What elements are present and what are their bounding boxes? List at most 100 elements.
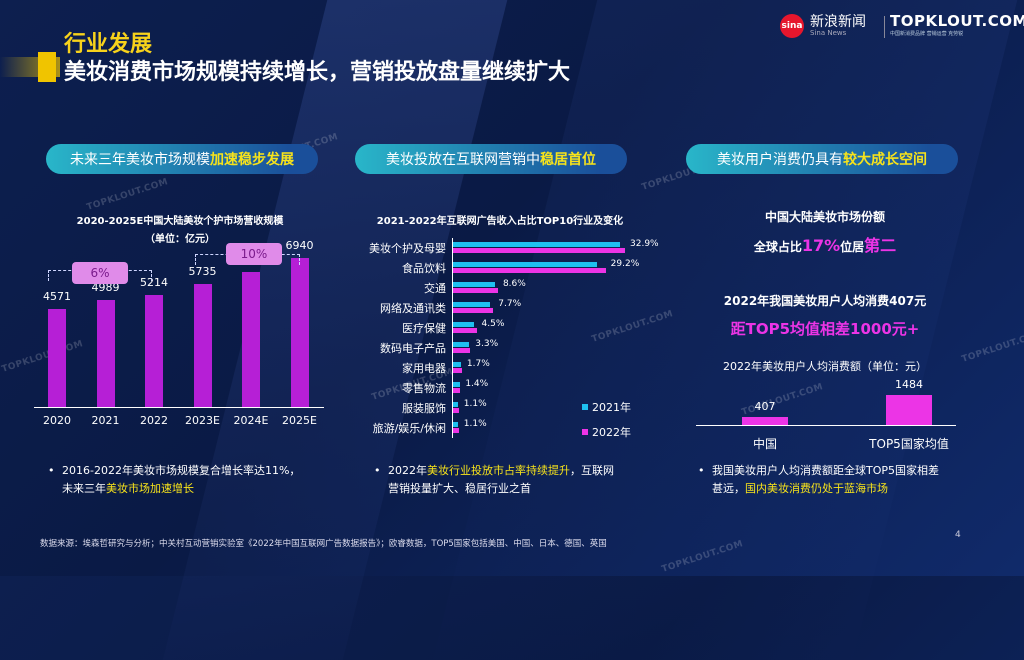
bar-2021: [453, 322, 474, 327]
y-tick-label: 网络及通讯类: [380, 302, 446, 315]
data-source-footer: 数据来源：埃森哲研究与分析；中关村互动营销实验室《2022年中国互联网广告数据报…: [40, 539, 607, 549]
data-label: 3.3%: [475, 339, 499, 349]
sina-logo-sub: Sina News: [810, 29, 847, 37]
bar-2022: [453, 348, 471, 353]
legend-2021: 2021年: [582, 399, 631, 415]
bar-2022: [453, 328, 477, 333]
bar-2022: [453, 268, 606, 273]
bar-2021: [453, 422, 459, 427]
banner-highlight: 稳居首位: [540, 152, 596, 168]
bullet-text: 营销投量扩大、稳居行业之首: [388, 482, 531, 495]
sina-news-logo: sina 新浪新闻 Sina News: [780, 14, 866, 38]
bar-2022: [453, 428, 459, 433]
x-tick-label: 2023E: [185, 414, 220, 427]
topklout-logo: TOPKLOUT.COM: [890, 12, 1024, 30]
bar-2021: [453, 302, 490, 307]
banner-text: 未来三年美妆市场规模: [70, 152, 210, 168]
bar-2022: [453, 248, 626, 253]
y-axis: [452, 238, 453, 438]
spend-gap: 距TOP5均值相差1000元+: [730, 320, 920, 338]
y-tick-label: 美妆个护及母婴: [369, 242, 446, 255]
data-label: 1.1%: [463, 419, 487, 429]
legend-label: 2022年: [592, 426, 631, 439]
sina-logo-text: 新浪新闻: [810, 14, 866, 30]
data-label: 1.4%: [465, 379, 489, 389]
data-label: 6940: [285, 239, 314, 253]
bar: [290, 258, 309, 407]
x-tick-label: 中国: [752, 437, 777, 451]
bar: [48, 309, 66, 407]
banner-highlight: 较大成长空间: [843, 152, 927, 168]
bar-2021: [453, 342, 469, 347]
legend-swatch: [582, 404, 588, 410]
watermark: TOPKLOUT.COM: [85, 177, 170, 213]
bar-2022: [453, 308, 494, 313]
banner-market-growth: 未来三年美妆市场规模 加速稳步发展: [46, 144, 318, 174]
market-share-rank: 第二: [864, 236, 897, 255]
market-share-text: 位居: [840, 240, 865, 254]
banner-text: 美妆用户消费仍具有: [717, 152, 843, 168]
data-label: 4989: [91, 281, 120, 295]
x-tick-label: 2021: [91, 414, 120, 427]
bar-2021: [453, 362, 461, 367]
bar: [96, 300, 115, 407]
x-axis: [34, 407, 324, 408]
bullet-dot: •: [374, 464, 381, 477]
topklout-logo-sub: 中国新消费品牌 营销运营 克劳锐: [890, 31, 964, 37]
bullet-text: 未来三年: [62, 482, 106, 495]
growth-rate-badge: 6%: [72, 262, 128, 284]
page-title: 美妆消费市场规模持续增长，营销投放盘量继续扩大: [64, 60, 571, 85]
x-tick-label: 2024E: [233, 414, 269, 427]
bar-2021: [453, 262, 597, 267]
bar-2022: [453, 388, 461, 393]
data-label: 29.2%: [610, 259, 640, 269]
market-share-title: 中国大陆美妆市场份额: [764, 210, 885, 224]
bar: [193, 284, 212, 407]
bar: [145, 295, 163, 407]
banner-consumption: 美妆用户消费仍具有 较大成长空间: [686, 144, 958, 174]
bullet-text: 我国美妆用户人均消费额距全球TOP5国家相差: [712, 464, 940, 477]
bar-2021: [453, 242, 621, 247]
x-tick-label: 2025E: [282, 414, 317, 427]
bar-2021: [453, 282, 495, 287]
title-accent-bar: [38, 52, 56, 82]
bar-2022: [453, 288, 498, 293]
legend-2022: 2022年: [582, 424, 631, 440]
data-label: 5214: [140, 276, 168, 290]
bullet-ad: • 2022年美妆行业投放市占率持续提升，互联网 营销投量扩大、稳居行业之首: [374, 462, 678, 498]
bullet-highlight: 美妆行业投放市占率持续提升: [427, 464, 570, 477]
watermark: TOPKLOUT.COM: [960, 329, 1024, 365]
chart1-title: 2020-2025E中国大陆美妆个护市场营收规模: [76, 216, 284, 227]
spend-title: 2022年我国美妆用户人均消费407元: [723, 294, 927, 308]
bullet-dot: •: [48, 464, 55, 477]
banner-ad-share: 美妆投放在互联网营销中 稳居首位: [355, 144, 627, 174]
bullet-text: 2016-2022年美妆市场规模复合增长率达11%，: [62, 464, 301, 477]
y-tick-label: 旅游/娱乐/休闲: [372, 422, 446, 435]
chart2-title: 2021-2022年互联网广告收入占比TOP10行业及变化: [376, 216, 624, 227]
bullet-highlight: 美妆市场加速增长: [106, 482, 194, 495]
x-tick-label: 2020: [43, 414, 71, 427]
bar-2022: [453, 408, 459, 413]
x-tick-label: 2022: [140, 414, 168, 427]
y-tick-label: 家用电器: [402, 362, 446, 375]
y-tick-label: 医疗保健: [402, 322, 446, 335]
bullet-text: ，互联网: [570, 464, 614, 477]
bar-2021: [453, 382, 460, 387]
y-tick-label: 零售物流: [402, 382, 446, 395]
market-share-text: 全球占比: [753, 240, 802, 254]
legend-label: 2021年: [592, 401, 631, 414]
market-share-line: 全球占比17%位居第二: [690, 232, 960, 256]
banner-highlight: 加速稳步发展: [210, 152, 294, 168]
data-label: 1.7%: [466, 359, 490, 369]
market-share-percent: 17%: [801, 236, 841, 255]
data-label: 407: [754, 399, 776, 413]
logo-divider: [884, 16, 885, 38]
banner-text: 美妆投放在互联网营销中: [386, 152, 540, 168]
bullet-text: 甚远，: [712, 482, 745, 495]
chart3-title: 2022年美妆用户人均消费额（单位：元）: [723, 360, 927, 373]
y-tick-label: 交通: [424, 282, 446, 295]
chart1-subtitle: （单位：亿元）: [145, 234, 215, 245]
data-label: 1484: [895, 378, 923, 392]
bullet-consumption: • 我国美妆用户人均消费额距全球TOP5国家相差 甚远，国内美妆消费仍处于蓝海市场: [698, 462, 1002, 498]
bullet-highlight: 国内美妆消费仍处于蓝海市场: [745, 482, 888, 495]
